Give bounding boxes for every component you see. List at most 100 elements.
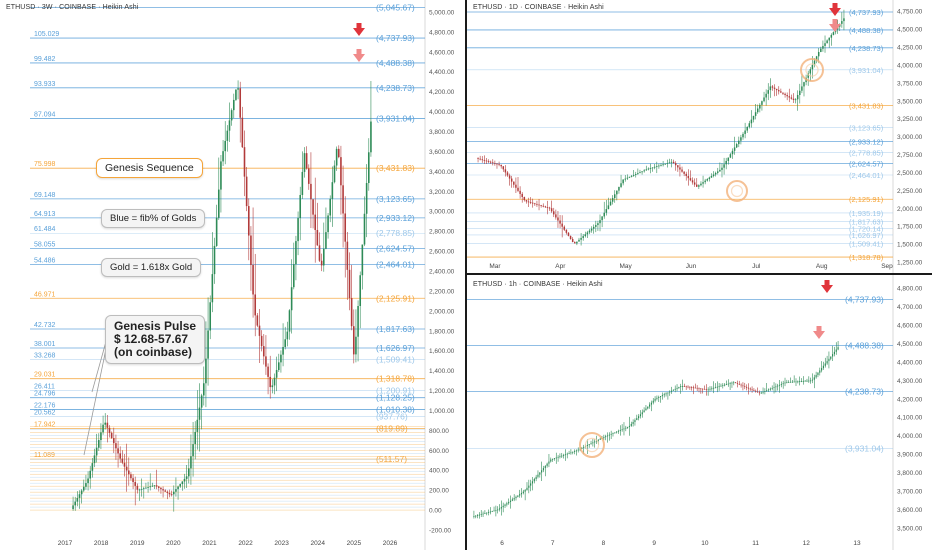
candle-body	[290, 287, 293, 311]
candle-body	[500, 507, 502, 509]
x-tick-label: 2026	[383, 540, 398, 547]
candle-body	[595, 225, 597, 227]
y-tick-label: 3,000.00	[429, 209, 455, 216]
candle-body	[698, 388, 700, 389]
daily-chart-panel[interactable]: 4,750.00 4,500.00 4,250.00 4,000.00 3,750.00…	[467, 0, 932, 273]
fib-level-label: (1,626.97)	[849, 231, 884, 240]
candle-body	[807, 73, 809, 78]
fib-percent-label: 22.176	[34, 402, 56, 409]
candle-body	[793, 381, 795, 383]
highlight-ring-aug-8-inner	[584, 437, 600, 453]
candle-body	[569, 235, 572, 239]
candle-body	[628, 425, 631, 427]
candle-body	[517, 187, 519, 191]
candle-body	[778, 90, 780, 92]
fib-level-label: (3,431.83)	[849, 102, 884, 111]
candle-body	[780, 91, 782, 93]
candle-body	[683, 171, 685, 174]
fib-level-label: (4,737.93)	[376, 33, 415, 43]
candle-body	[653, 166, 656, 168]
fib-level-label: (3,123.65)	[849, 124, 884, 133]
candle-body	[327, 215, 329, 233]
fib-level-label: (3,931.04)	[845, 443, 884, 453]
candle-body	[475, 515, 477, 517]
gold-ratio-note: Gold = 1.618x Gold	[101, 258, 202, 277]
candle-body	[155, 485, 158, 487]
candle-body	[515, 184, 517, 188]
candle-body	[151, 485, 154, 487]
candle-body	[121, 458, 124, 463]
y-tick-label: 4,100.00	[897, 415, 923, 422]
candle-body	[140, 488, 143, 490]
candle-body	[80, 490, 83, 495]
candle-body	[723, 164, 725, 168]
candle-body	[767, 389, 770, 391]
candle-body	[738, 383, 740, 385]
candle-body	[297, 218, 299, 242]
hourly-chart-panel[interactable]: 4,800.00 4,700.00 4,600.00 4,500.00 4,400.00…	[467, 275, 932, 550]
y-tick-label: 3,400.00	[429, 169, 455, 176]
candle-body	[650, 402, 653, 405]
candle-body	[478, 514, 481, 516]
candle-body	[87, 478, 89, 484]
arrow-down-pink	[353, 54, 365, 62]
candle-body	[85, 483, 87, 487]
candle-body	[749, 388, 751, 390]
candle-body	[342, 185, 344, 214]
candle-body	[659, 396, 662, 397]
candle-body	[691, 387, 693, 388]
candle-body	[603, 437, 605, 438]
highlight-ring-june-low	[726, 180, 748, 202]
candle-body	[810, 380, 812, 382]
candle-body	[228, 120, 231, 131]
candle-body	[519, 190, 521, 194]
x-tick-label: 2017	[58, 540, 73, 547]
fib-level-label: (1,935.19)	[849, 209, 884, 218]
candle-body	[841, 21, 843, 24]
candle-body	[497, 509, 499, 511]
fib-level-label: (2,464.01)	[849, 171, 884, 180]
candle-body	[370, 121, 372, 153]
candle-body	[295, 241, 297, 265]
candle-body	[648, 404, 651, 407]
x-tick-label: 12	[803, 540, 811, 547]
candle-body	[681, 386, 684, 387]
candle-body	[784, 382, 786, 384]
candle-body	[729, 154, 732, 158]
y-tick-label: 4,400.00	[897, 359, 923, 366]
candle-body	[733, 147, 736, 151]
x-tick-label: Jul	[752, 263, 761, 270]
candle-body	[72, 505, 74, 510]
candle-body	[759, 104, 761, 109]
candle-body	[344, 213, 347, 242]
candle-body	[519, 494, 521, 496]
y-tick-label: 3,700.00	[897, 488, 923, 495]
candle-body	[738, 140, 740, 145]
candle-body	[245, 176, 248, 207]
candle-body	[104, 422, 107, 425]
candle-body	[755, 390, 757, 392]
candle-body	[498, 164, 500, 166]
fib-level-label: (1,010.38)	[376, 404, 415, 414]
x-tick-label: May	[620, 263, 633, 270]
y-tick-label: 4,600.00	[429, 49, 455, 56]
fib-level-label: (4,238.73)	[376, 83, 415, 93]
candle-body	[480, 514, 482, 515]
candle-body	[709, 388, 711, 390]
candle-body	[790, 97, 793, 99]
candle-body	[831, 354, 834, 357]
candle-body	[348, 269, 351, 299]
candle-body	[301, 171, 304, 195]
candle-body	[616, 431, 618, 433]
x-tick-label: Aug	[816, 263, 828, 270]
candle-body	[527, 201, 530, 203]
candle-body	[679, 167, 681, 170]
candle-body	[828, 358, 830, 362]
x-tick-label: 10	[701, 540, 709, 547]
y-tick-label: 3,900.00	[897, 452, 923, 459]
candle-body	[299, 194, 302, 219]
candle-body	[166, 491, 169, 493]
weekly-chart-panel[interactable]: 5,000.00 4,800.00 4,600.00 4,400.00 4,200.00…	[0, 0, 465, 550]
y-tick-label: 1,800.00	[429, 328, 455, 335]
candle-body	[608, 434, 610, 436]
